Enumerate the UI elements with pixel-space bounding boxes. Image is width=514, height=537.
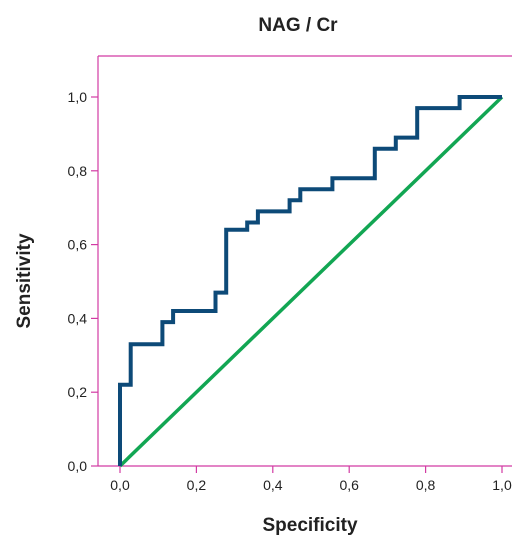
x-tick-label: 0,2	[187, 477, 207, 493]
x-tick-label: 0,8	[416, 477, 436, 493]
y-tick-label: 0,4	[68, 310, 88, 326]
x-tick-label: 1,0	[492, 477, 512, 493]
x-tick-label: 0,0	[110, 477, 130, 493]
y-tick-label: 0,0	[68, 458, 88, 474]
y-tick-label: 0,6	[68, 237, 88, 253]
y-axis: 0,0 0,2 0,4 0,6 0,8 1,0	[68, 89, 98, 474]
plot-frame	[98, 56, 512, 466]
x-axis-label: Specificity	[262, 515, 357, 536]
x-tick-label: 0,6	[339, 477, 359, 493]
y-tick-label: 0,8	[68, 163, 88, 179]
chart-title: NAG / Cr	[258, 15, 338, 36]
y-axis-label: Sensitivity	[14, 233, 35, 328]
reference-diagonal-line	[120, 97, 502, 466]
x-axis: 0,0 0,2 0,4 0,6 0,8 1,0	[110, 466, 512, 493]
x-tick-label: 0,4	[263, 477, 283, 493]
y-tick-label: 1,0	[68, 89, 88, 105]
y-tick-label: 0,2	[68, 384, 88, 400]
